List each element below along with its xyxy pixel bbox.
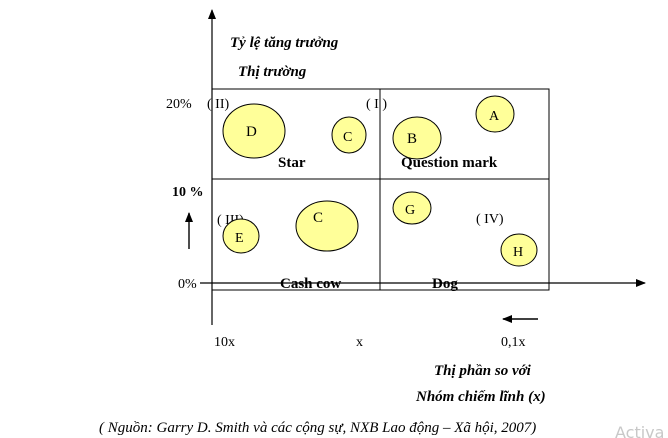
y-tick-0: 0% <box>178 277 197 292</box>
y-tick-20: 20% <box>166 97 192 112</box>
bubble-label: D <box>246 124 257 140</box>
x-tick-10x: 10x <box>214 335 235 350</box>
quadrant-numeral-iv: ( IV) <box>476 212 504 227</box>
bubble-label: G <box>405 203 415 218</box>
bubble-dog-h: H <box>500 233 538 267</box>
x-axis-title-line2: Nhóm chiếm lĩnh (x) <box>415 389 546 405</box>
y-tick-10: 10 % <box>172 185 204 200</box>
activation-watermark: Activa <box>615 423 664 438</box>
bubble-star-d: D <box>222 103 286 159</box>
bubble-label: B <box>407 131 417 147</box>
bubble-label: C <box>343 130 352 145</box>
bubble-question-b: B <box>392 116 442 160</box>
y-axis-title-line2: Thị trường <box>238 64 307 80</box>
quadrant-name-star: Star <box>278 155 306 171</box>
bubble-label: C <box>313 210 323 226</box>
bubble-cashcow-c: C <box>295 200 359 252</box>
bubble-star-c: C <box>331 116 367 154</box>
y-axis-title-line1: Tỷ lệ tăng trưởng <box>230 35 339 51</box>
bubble-question-a: A <box>475 95 515 133</box>
x-tick-x: x <box>356 335 363 350</box>
bubble-label: H <box>513 245 523 260</box>
source-caption: ( Nguồn: Garry D. Smith và các cộng sự, … <box>99 420 536 436</box>
x-tick-01x: 0,1x <box>501 335 526 350</box>
bubble-dog-g: G <box>392 191 432 225</box>
quadrant-name-cash-cow: Cash cow <box>280 276 341 292</box>
bubble-label: A <box>489 109 500 124</box>
x-axis-title-line1: Thị phần so với <box>434 363 532 379</box>
bubble-label: E <box>235 231 244 246</box>
quadrant-name-question-mark: Question mark <box>401 155 498 171</box>
quadrant-numeral-i: ( I ) <box>366 97 387 112</box>
quadrant-name-dog: Dog <box>432 276 458 292</box>
bubble-cashcow-e: E <box>222 218 260 254</box>
quadrant-numeral-ii: ( II) <box>207 97 229 112</box>
